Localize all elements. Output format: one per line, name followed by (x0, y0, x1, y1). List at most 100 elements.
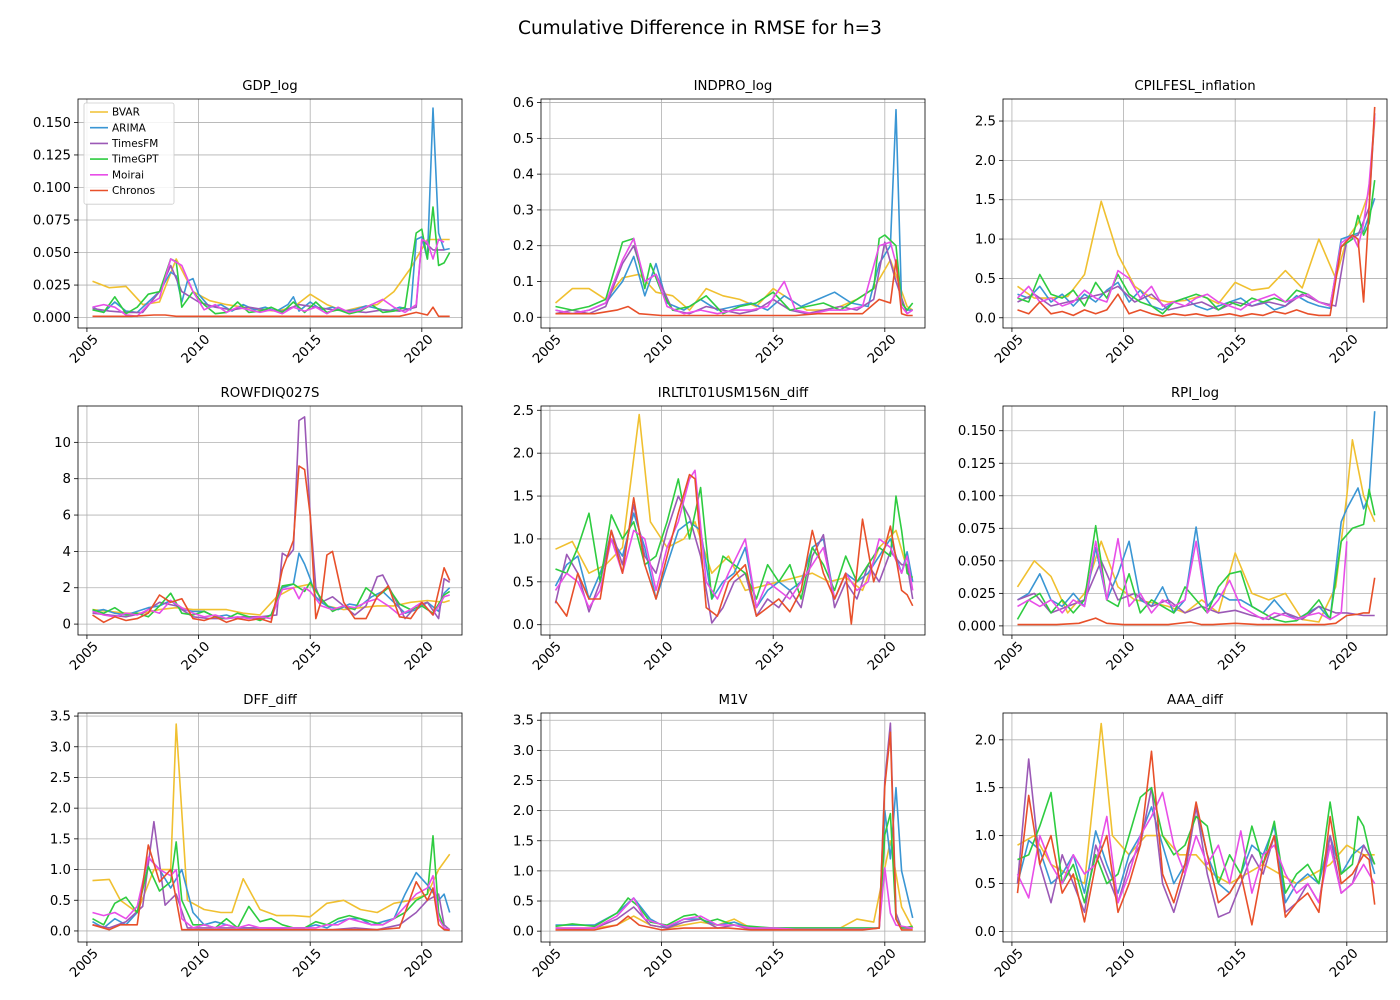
y-tick: 2.0 (50, 802, 78, 817)
y-tick: 0.3 (513, 203, 541, 218)
series-line-chronos (1016, 750, 1376, 926)
x-tick-label: 2010 (642, 946, 677, 981)
gridlines (1003, 99, 1387, 328)
axes-frame (77, 712, 463, 943)
x-tick: 2020 (865, 942, 900, 981)
y-tick: 0.100 (33, 181, 78, 196)
x-tick: 2010 (642, 328, 676, 367)
subplot-title: CPILFESL_inflation (1134, 79, 1255, 94)
y-tick-label: 0.150 (958, 424, 996, 439)
y-tick-label: 0.5 (513, 895, 534, 910)
y-tick: 0.2 (513, 239, 541, 254)
x-tick: 2005 (67, 328, 102, 367)
y-tick-label: 0.5 (975, 877, 996, 892)
axes-frame (540, 712, 926, 943)
x-tick-label: 2005 (530, 946, 565, 981)
y-tick-label: 1.0 (513, 864, 534, 879)
x-tick: 2010 (179, 635, 213, 674)
y-tick-label: 1.0 (50, 863, 71, 878)
series-line-chronos (1017, 106, 1376, 317)
subplot-title: RPI_log (1171, 386, 1219, 401)
y-tick-label: 0.025 (958, 587, 996, 602)
x-tick-label: 2020 (865, 332, 900, 367)
y-tick-label: 1.5 (513, 490, 534, 505)
y-tick-label: 3.0 (50, 740, 71, 755)
y-tick: 2.5 (513, 404, 541, 419)
x-tick: 2005 (530, 942, 565, 981)
y-tick: 0.5 (513, 132, 541, 147)
y-tick: 0.150 (958, 424, 1003, 439)
y-tick: 3.5 (513, 714, 541, 729)
series-line-timesfm (1017, 113, 1376, 311)
x-tick-label: 2015 (753, 332, 788, 367)
series-group (554, 108, 914, 317)
x-tick-label: 2005 (992, 332, 1027, 367)
x-tick-label: 2005 (992, 639, 1027, 674)
series-line-arima (92, 107, 450, 314)
x-tick: 2010 (179, 942, 213, 981)
y-tick-label: 0.0 (975, 311, 996, 326)
y-tick: 1.0 (975, 829, 1003, 844)
axes-frame (1002, 98, 1388, 329)
y-tick: 0.0 (975, 311, 1003, 326)
y-tick-label: 2.0 (513, 804, 534, 819)
y-tick-label: 1.0 (513, 532, 534, 547)
series-line-bvar (92, 723, 451, 918)
x-tick-label: 2005 (67, 639, 102, 674)
legend-label-arima: ARIMA (112, 122, 147, 134)
y-tick: 3.0 (50, 740, 78, 755)
y-tick-label: 3.5 (50, 710, 71, 725)
series-line-bvar (555, 840, 914, 929)
x-tick: 2015 (753, 942, 788, 981)
x-tick: 2015 (1215, 942, 1250, 981)
x-tick-label: 2015 (290, 332, 325, 367)
series-line-moirai (1016, 117, 1376, 311)
y-tick-label: 0.5 (975, 272, 996, 287)
y-tick: 2.5 (50, 771, 78, 786)
x-tick-label: 2005 (67, 946, 102, 981)
series-line-moirai (1016, 791, 1376, 904)
y-tick: 4 (63, 545, 78, 560)
x-tick: 2015 (753, 328, 788, 367)
y-tick: 0.000 (958, 619, 1003, 634)
y-tick-label: 3.0 (513, 744, 534, 759)
series-line-bvar (1017, 120, 1376, 305)
y-tick-label: 10 (54, 436, 71, 451)
y-tick: 2.0 (513, 804, 541, 819)
series-line-chronos (555, 731, 913, 931)
y-tick-label: 0.5 (513, 132, 534, 147)
y-tick-label: 0.150 (33, 116, 71, 131)
x-tick: 2005 (67, 635, 102, 674)
series-line-timesfm (555, 722, 913, 931)
y-tick: 0.100 (958, 489, 1003, 504)
y-tick-label: 0.3 (513, 203, 534, 218)
series-line-chronos (554, 473, 914, 625)
y-tick: 0.1 (513, 275, 541, 290)
y-tick-label: 0.075 (958, 522, 996, 537)
x-tick-label: 2020 (865, 946, 900, 981)
y-tick: 0.125 (958, 457, 1003, 472)
series-line-timegpt (1016, 488, 1376, 623)
x-tick: 2020 (1327, 635, 1362, 674)
y-tick-label: 0.075 (33, 214, 71, 229)
y-tick: 1.5 (975, 193, 1003, 208)
y-tick-label: 3.5 (513, 714, 534, 729)
series-line-chronos (92, 465, 451, 624)
y-tick-label: 1.0 (975, 829, 996, 844)
y-tick: 0.050 (33, 246, 78, 261)
series-line-chronos (1017, 577, 1376, 626)
x-tick: 2020 (402, 635, 437, 674)
series-group (92, 107, 451, 318)
y-tick-label: 0.125 (33, 148, 71, 163)
y-tick: 0.5 (513, 575, 541, 590)
y-tick-label: 0.2 (513, 239, 534, 254)
x-tick: 2015 (290, 328, 325, 367)
y-tick-label: 1.5 (513, 834, 534, 849)
x-tick: 2015 (1215, 635, 1250, 674)
series-line-timesfm (555, 241, 908, 315)
x-tick: 2005 (67, 942, 102, 981)
x-tick-label: 2015 (1215, 332, 1250, 367)
x-tick: 2020 (402, 328, 437, 367)
x-tick-label: 2015 (290, 946, 325, 981)
